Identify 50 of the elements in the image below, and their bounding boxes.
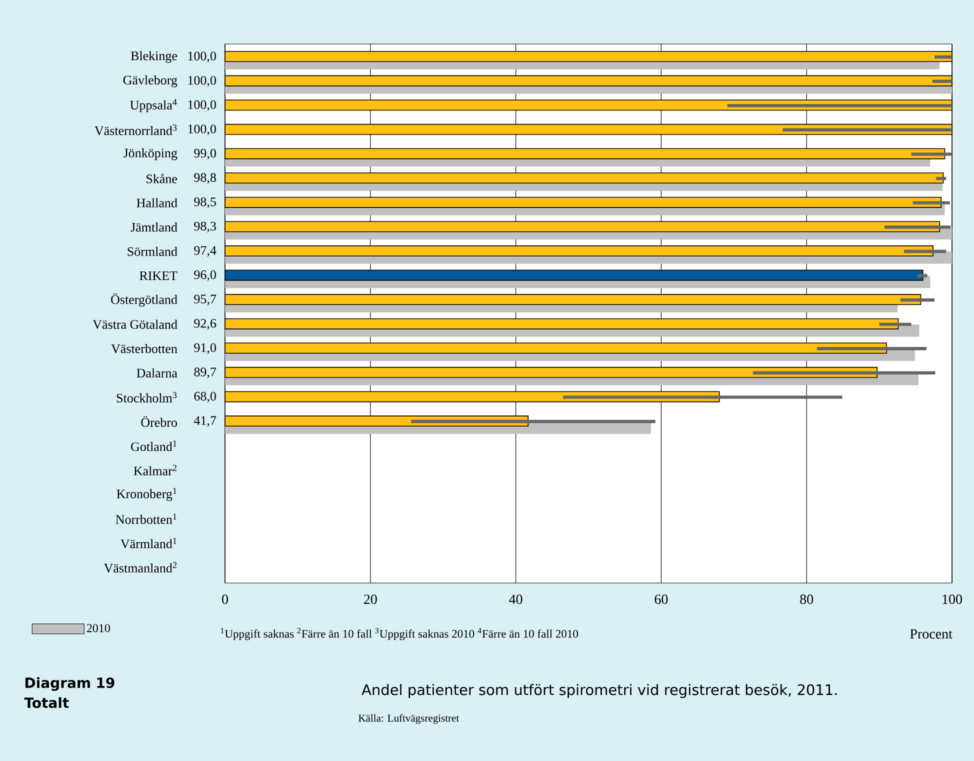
y-tick-label: Blekinge (130, 51, 178, 63)
x-axis-title: Procent (910, 629, 952, 639)
data-label: 97,4 (194, 246, 216, 257)
data-label: 89,7 (194, 368, 216, 378)
y-tick-label: Halland (136, 198, 178, 208)
data-label: 92,6 (194, 318, 216, 330)
data-label: 100,0 (188, 52, 216, 62)
x-tick-label: 60 (654, 594, 668, 604)
y-tick-label: Skåne (146, 174, 178, 184)
text: $^{1}$Uppgift saknas $^{2}$Färre än 10 fall $^{3}$Uppgift saknas 2010 $^{4}$Färre än 10 fall 2010 (220, 628, 578, 640)
y-tick-label: Kronoberg$^{1}$ (116, 488, 176, 501)
y-tick-label: Värmland$^{1}$ (120, 538, 176, 548)
text: Diagram 19 Totalt (24, 677, 114, 708)
y-tick-label: Stockholm$^{3}$ (116, 392, 177, 402)
data-label: 100,0 (188, 76, 216, 87)
data-label: 96,0 (194, 270, 216, 282)
y-tick-label: Uppsala$^{4}$ (130, 99, 177, 112)
y-tick-label: Östergötland (111, 293, 178, 307)
y-tick-label: Sörmland (128, 246, 178, 256)
y-tick-label: Kalmar$^{2}$ (134, 464, 176, 476)
data-label: 95,7 (194, 294, 216, 306)
data-label: 99,0 (194, 148, 216, 160)
y-tick-label: Jönköping (124, 148, 178, 160)
data-label: 98,8 (194, 173, 216, 184)
y-tick-label: Dalarna (136, 368, 178, 378)
legend-label: 2010 (86, 624, 110, 632)
x-tick-label: 40 (509, 594, 522, 604)
data-label: 91,0 (194, 343, 216, 354)
y-tick-label: Västra Götaland (92, 320, 178, 329)
x-tick-label: 80 (800, 594, 814, 604)
y-tick-label: Örebro (141, 416, 177, 427)
data-label: 68,0 (194, 392, 216, 403)
x-tick-label: 0 (222, 594, 228, 604)
data-label: 98,3 (194, 222, 216, 232)
y-tick-label: Gotland$^{1}$ (131, 440, 176, 452)
y-tick-label: Västmanland$^{2}$ (104, 562, 176, 573)
text: Källa: Luftvägsregistret (358, 714, 460, 724)
y-tick-label: Gävleborg (123, 75, 178, 88)
data-label: 100,0 (188, 124, 216, 136)
text: Andel patienter som utfört spirometri vid registrerat besök, 2011. (362, 684, 837, 698)
y-tick-label: Västerbotten (111, 344, 178, 354)
y-tick-label: Jämtland (130, 222, 178, 232)
y-tick-label: Västernorrland$^{3}$ (94, 124, 177, 136)
y-tick-label: Norrbotten$^{1}$ (116, 513, 176, 524)
x-tick-label: 100 (942, 594, 962, 604)
x-tick-label: 20 (364, 594, 377, 604)
data-label: 100,0 (188, 100, 216, 111)
data-label: 41,7 (194, 416, 216, 427)
data-label: 98,5 (194, 197, 216, 208)
y-tick-label: RIKET (140, 271, 178, 280)
